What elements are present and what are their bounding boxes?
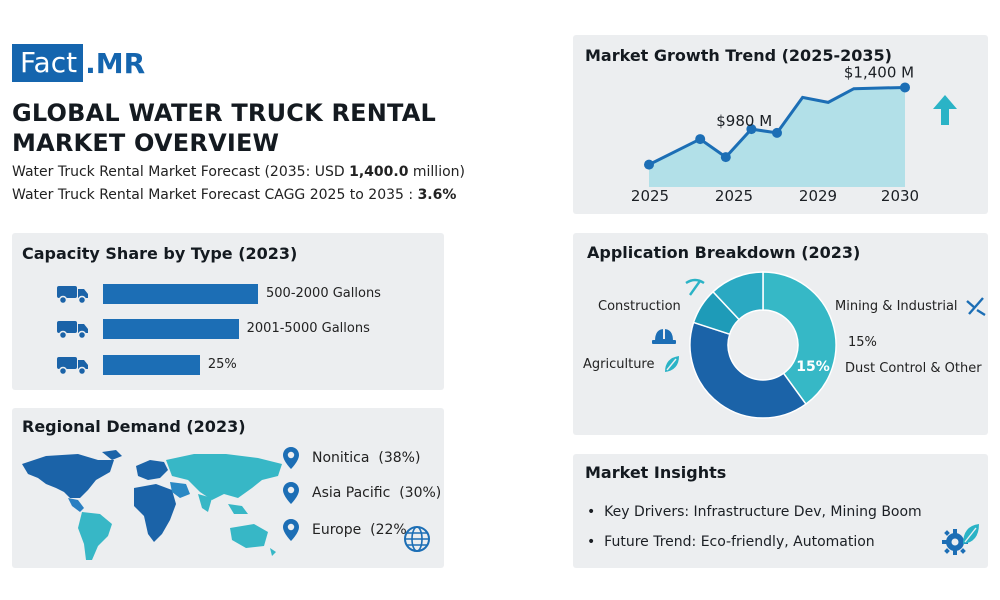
growth-point bbox=[900, 82, 910, 93]
donut-slice bbox=[762, 271, 837, 406]
pickaxe-icon bbox=[966, 297, 986, 316]
growth-point bbox=[720, 152, 731, 163]
insights-title: Market Insights bbox=[585, 463, 727, 482]
application-donut: 15% bbox=[689, 271, 837, 419]
regional-panel: Regional Demand (2023) Nonitica (38%) Asi… bbox=[12, 408, 444, 568]
cagr-prefix: Water Truck Rental Market Forecast CAGG … bbox=[12, 187, 418, 203]
growth-tick-label: 2025 bbox=[631, 187, 669, 205]
map-pin-icon bbox=[283, 482, 299, 504]
application-legend-label: Mining & Industrial bbox=[835, 299, 958, 314]
insight-text: Key Drivers: Infrastructure Dev, Mining … bbox=[604, 504, 922, 520]
region-name: Asia Pacific bbox=[312, 485, 391, 501]
insight-text: Future Trend: Eco-friendly, Automation bbox=[604, 534, 875, 550]
growth-point bbox=[695, 134, 706, 145]
region-item: Europe (22% bbox=[312, 522, 407, 538]
brand-fact: Fact bbox=[12, 44, 84, 82]
pickaxe-icon bbox=[685, 278, 705, 296]
application-legend-label: Construction bbox=[598, 299, 681, 314]
donut-slice-label: 15% bbox=[796, 359, 830, 375]
truck-icon bbox=[57, 357, 88, 376]
donut-slice bbox=[711, 271, 764, 321]
world-map bbox=[22, 450, 282, 560]
cagr-line: Water Truck Rental Market Forecast CAGG … bbox=[12, 187, 456, 203]
capacity-bar-label: 2001-5000 Gallons bbox=[246, 321, 370, 336]
brand-logo: Fact .MR bbox=[12, 44, 145, 82]
growth-chart: $980 M $1,400 M 2025 2025 2029 2030 bbox=[631, 63, 919, 205]
growth-point bbox=[772, 127, 782, 138]
regional-title: Regional Demand (2023) bbox=[22, 417, 246, 436]
donut-slice bbox=[689, 321, 807, 419]
map-pin-icon bbox=[283, 447, 299, 469]
brand-mr: .MR bbox=[85, 46, 146, 80]
insight-item: • Key Drivers: Infrastructure Dev, Minin… bbox=[587, 504, 922, 520]
page-title: GLOBAL WATER TRUCK RENTAL MARKET OVERVIE… bbox=[12, 99, 437, 157]
application-legend-label: Dust Control & Other bbox=[845, 361, 982, 376]
capacity-title: Capacity Share by Type (2023) bbox=[22, 244, 298, 263]
hard-hat-icon bbox=[652, 329, 676, 344]
growth-tick-label: 2025 bbox=[715, 187, 753, 205]
region-name: Nonitica bbox=[312, 450, 370, 466]
region-share: (22% bbox=[361, 522, 407, 538]
region-item: Nonitica (38%) bbox=[312, 450, 420, 466]
insight-item: • Future Trend: Eco-friendly, Automation bbox=[587, 534, 875, 550]
capacity-bar bbox=[103, 355, 200, 375]
up-arrow-icon bbox=[933, 95, 957, 125]
capacity-bar bbox=[103, 319, 239, 339]
forecast-suffix: million) bbox=[408, 164, 465, 180]
cagr-value: 3.6% bbox=[417, 187, 457, 203]
region-item: Asia Pacific (30%) bbox=[312, 485, 441, 501]
growth-annotation: $980 M bbox=[716, 112, 772, 130]
application-title: Application Breakdown (2023) bbox=[587, 243, 861, 262]
region-name: Europe bbox=[312, 522, 362, 538]
insights-panel: Market Insights • Key Drivers: Infrastru… bbox=[573, 454, 988, 568]
application-legend-label: Agriculture bbox=[583, 357, 655, 372]
application-legend-label: 15% bbox=[848, 335, 877, 350]
growth-panel: Market Growth Trend (2025-2035) $980 M $1… bbox=[573, 35, 988, 214]
region-share: (38%) bbox=[369, 450, 421, 466]
capacity-bar bbox=[103, 284, 258, 304]
capacity-bar-label: 25% bbox=[207, 357, 237, 372]
region-share: (30%) bbox=[390, 485, 442, 501]
application-panel: Application Breakdown (2023) 15% Constru… bbox=[573, 233, 988, 435]
growth-annotation: $1,400 M bbox=[844, 63, 914, 81]
map-pin-icon bbox=[283, 519, 299, 541]
capacity-bar-label: 500-2000 Gallons bbox=[266, 286, 381, 301]
growth-point bbox=[644, 159, 654, 170]
capacity-panel: Capacity Share by Type (2023) 500-2000 G… bbox=[12, 233, 444, 390]
forecast-line: Water Truck Rental Market Forecast (2035… bbox=[12, 164, 465, 180]
gear-leaf-icon bbox=[942, 524, 979, 555]
forecast-value: 1,400.0 bbox=[349, 164, 409, 180]
truck-icon bbox=[57, 321, 88, 340]
globe-icon bbox=[404, 526, 430, 552]
growth-title: Market Growth Trend (2025-2035) bbox=[585, 46, 892, 65]
growth-tick-label: 2030 bbox=[881, 187, 919, 205]
forecast-prefix: Water Truck Rental Market Forecast (2035… bbox=[12, 164, 350, 180]
growth-point bbox=[746, 124, 757, 135]
truck-icon bbox=[57, 286, 88, 305]
leaf-icon bbox=[665, 356, 679, 372]
growth-tick-label: 2029 bbox=[799, 187, 837, 205]
